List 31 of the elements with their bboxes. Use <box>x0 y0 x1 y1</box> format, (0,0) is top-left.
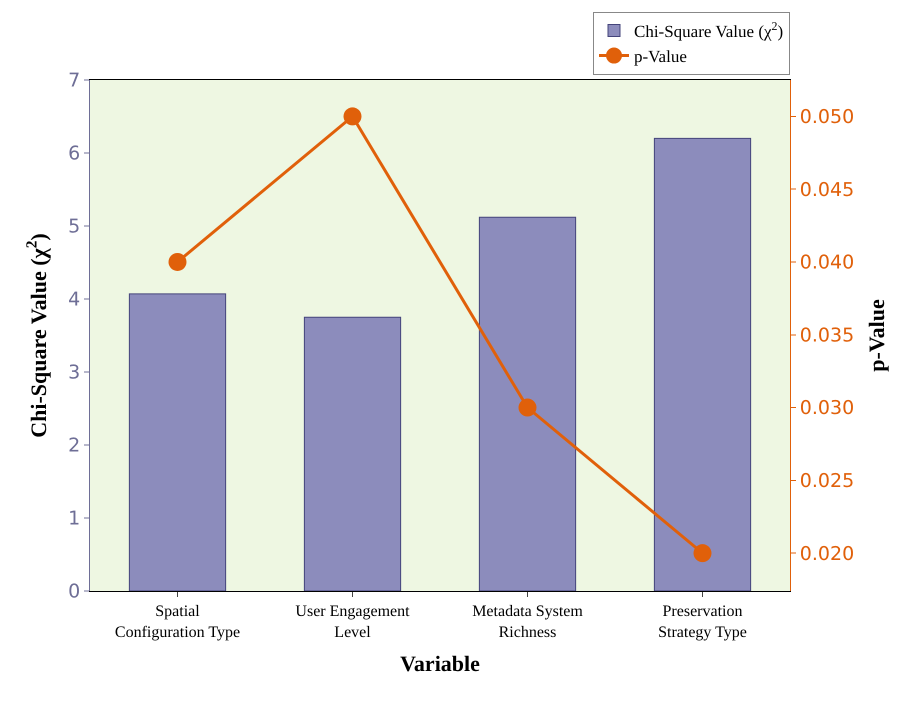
bar <box>654 138 752 591</box>
y2-tick-label: 0.035 <box>800 324 854 346</box>
legend-label: p-Value <box>634 47 687 66</box>
x-axis-title: Variable <box>400 650 480 676</box>
y-tick-label: 6 <box>68 142 80 165</box>
y2-tick-label: 0.040 <box>800 252 854 274</box>
point <box>694 544 712 562</box>
y-tick-label: 4 <box>68 288 80 311</box>
y-tick-label: 7 <box>68 70 80 92</box>
x-tick-label: User Engagement Level <box>295 603 410 641</box>
x-tick-label: Metadata System Richness <box>472 603 584 641</box>
x-tick-label: Spatial Configuration Type <box>114 603 240 641</box>
bar <box>128 293 226 591</box>
y2-tick-label: 0.045 <box>800 178 854 201</box>
y2-tick-label: 0.050 <box>800 106 854 128</box>
y-tick-label: 2 <box>68 434 80 457</box>
y-tick-label: 3 <box>68 362 80 384</box>
y-tick-label: 1 <box>68 508 80 530</box>
point <box>168 252 186 271</box>
y2-tick-label: 0.025 <box>800 470 854 492</box>
y-tick-label: 0 <box>68 580 80 603</box>
bar <box>478 216 576 591</box>
point <box>344 107 362 126</box>
y2-tick-label: 0.030 <box>800 397 854 420</box>
y-tick-label: 5 <box>68 216 80 238</box>
legend-label: Chi-Square Value (χ$^{2}$) <box>634 18 784 42</box>
y2-tick-label: 0.020 <box>800 542 854 565</box>
bar <box>304 316 402 591</box>
point <box>518 398 536 417</box>
y2-axis-title: p-Value <box>864 298 890 372</box>
x-tick-label: Preservation Strategy Type <box>658 603 747 641</box>
